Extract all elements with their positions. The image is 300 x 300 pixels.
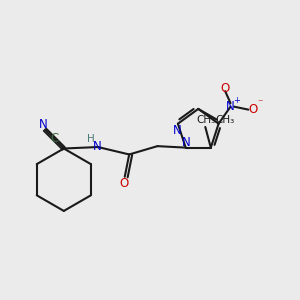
Text: N: N (93, 140, 102, 153)
Text: N: N (182, 136, 190, 149)
Text: ⁻: ⁻ (257, 99, 263, 109)
Text: O: O (220, 82, 230, 95)
Text: CH₃: CH₃ (196, 116, 215, 125)
Text: O: O (248, 103, 257, 116)
Text: C: C (50, 132, 58, 146)
Text: N: N (226, 100, 235, 112)
Text: H: H (87, 134, 94, 144)
Text: +: + (234, 96, 241, 105)
Text: CH₃: CH₃ (215, 115, 235, 125)
Text: N: N (173, 124, 182, 137)
Text: N: N (39, 118, 48, 131)
Text: O: O (119, 177, 129, 190)
